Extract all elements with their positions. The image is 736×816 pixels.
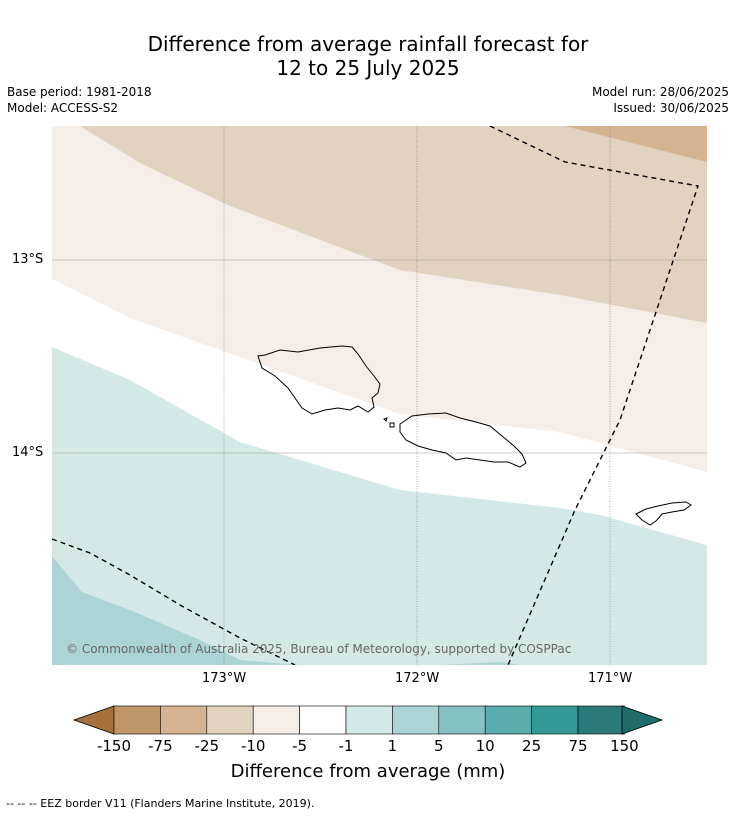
colorbar-high-extend [621, 705, 664, 735]
apolima-island [389, 422, 395, 428]
colorbar-tick-label: 150 [610, 737, 639, 755]
colorbar-title: Difference from average (mm) [230, 761, 506, 782]
colorbar-cell [577, 705, 625, 735]
colorbar-cell [392, 705, 440, 735]
colorbar-cell [160, 705, 208, 735]
band-25-10-dry [80, 126, 707, 323]
band-75-dry [565, 126, 707, 162]
base-period: Base period: 1981-2018 [7, 85, 152, 99]
colorbar-tick-label: -25 [194, 737, 220, 755]
colorbar-tick-label: 5 [434, 737, 444, 755]
colorbar-tick-label: -75 [148, 737, 173, 755]
manono-island [383, 417, 388, 422]
colorbar-low-extend [72, 705, 115, 735]
colorbar-tick-label: 10 [475, 737, 495, 755]
colorbar-cell [438, 705, 486, 735]
issued-date: Issued: 30/06/2025 [613, 101, 729, 115]
lat-label-14s: 14°S [12, 445, 44, 460]
colorbar-cell [206, 705, 254, 735]
colorbar [72, 705, 664, 735]
colorbar-tick-label: 75 [568, 737, 588, 755]
colorbar-tick-label: -150 [96, 737, 132, 755]
colorbar-tick-label: -5 [292, 737, 308, 755]
model-run: Model run: 28/06/2025 [591, 85, 729, 99]
colorbar-cell [484, 705, 532, 735]
savaii-island [257, 345, 381, 415]
copyright-notice: © Commonwealth of Australia 2025, Bureau… [66, 642, 572, 656]
eez-legend-note: -- -- -- EEZ border V11 (Flanders Marine… [6, 797, 315, 810]
rainfall-map [52, 126, 707, 665]
colorbar-cells [113, 705, 625, 735]
colorbar-tick-label: -1 [338, 737, 354, 755]
upolu-island [399, 412, 527, 468]
colorbar-tick-label: -10 [240, 737, 266, 755]
lat-label-13s: 13°S [12, 252, 44, 267]
colorbar-cell [252, 705, 300, 735]
colorbar-tick-label: 1 [387, 737, 398, 755]
tutuila-island [635, 501, 692, 526]
colorbar-cell [113, 705, 161, 735]
lon-label-173w: 173°W [202, 671, 247, 686]
title-line-2: 12 to 25 July 2025 [276, 56, 460, 80]
lon-label-172w: 172°W [395, 671, 440, 686]
colorbar-cell [345, 705, 393, 735]
colorbar-cell [531, 705, 579, 735]
colorbar-tick-label: 25 [522, 737, 542, 755]
lon-label-171w: 171°W [588, 671, 633, 686]
model-name: Model: ACCESS-S2 [7, 101, 119, 115]
title-line-1: Difference from average rainfall forecas… [147, 32, 589, 56]
colorbar-cell [299, 705, 347, 735]
